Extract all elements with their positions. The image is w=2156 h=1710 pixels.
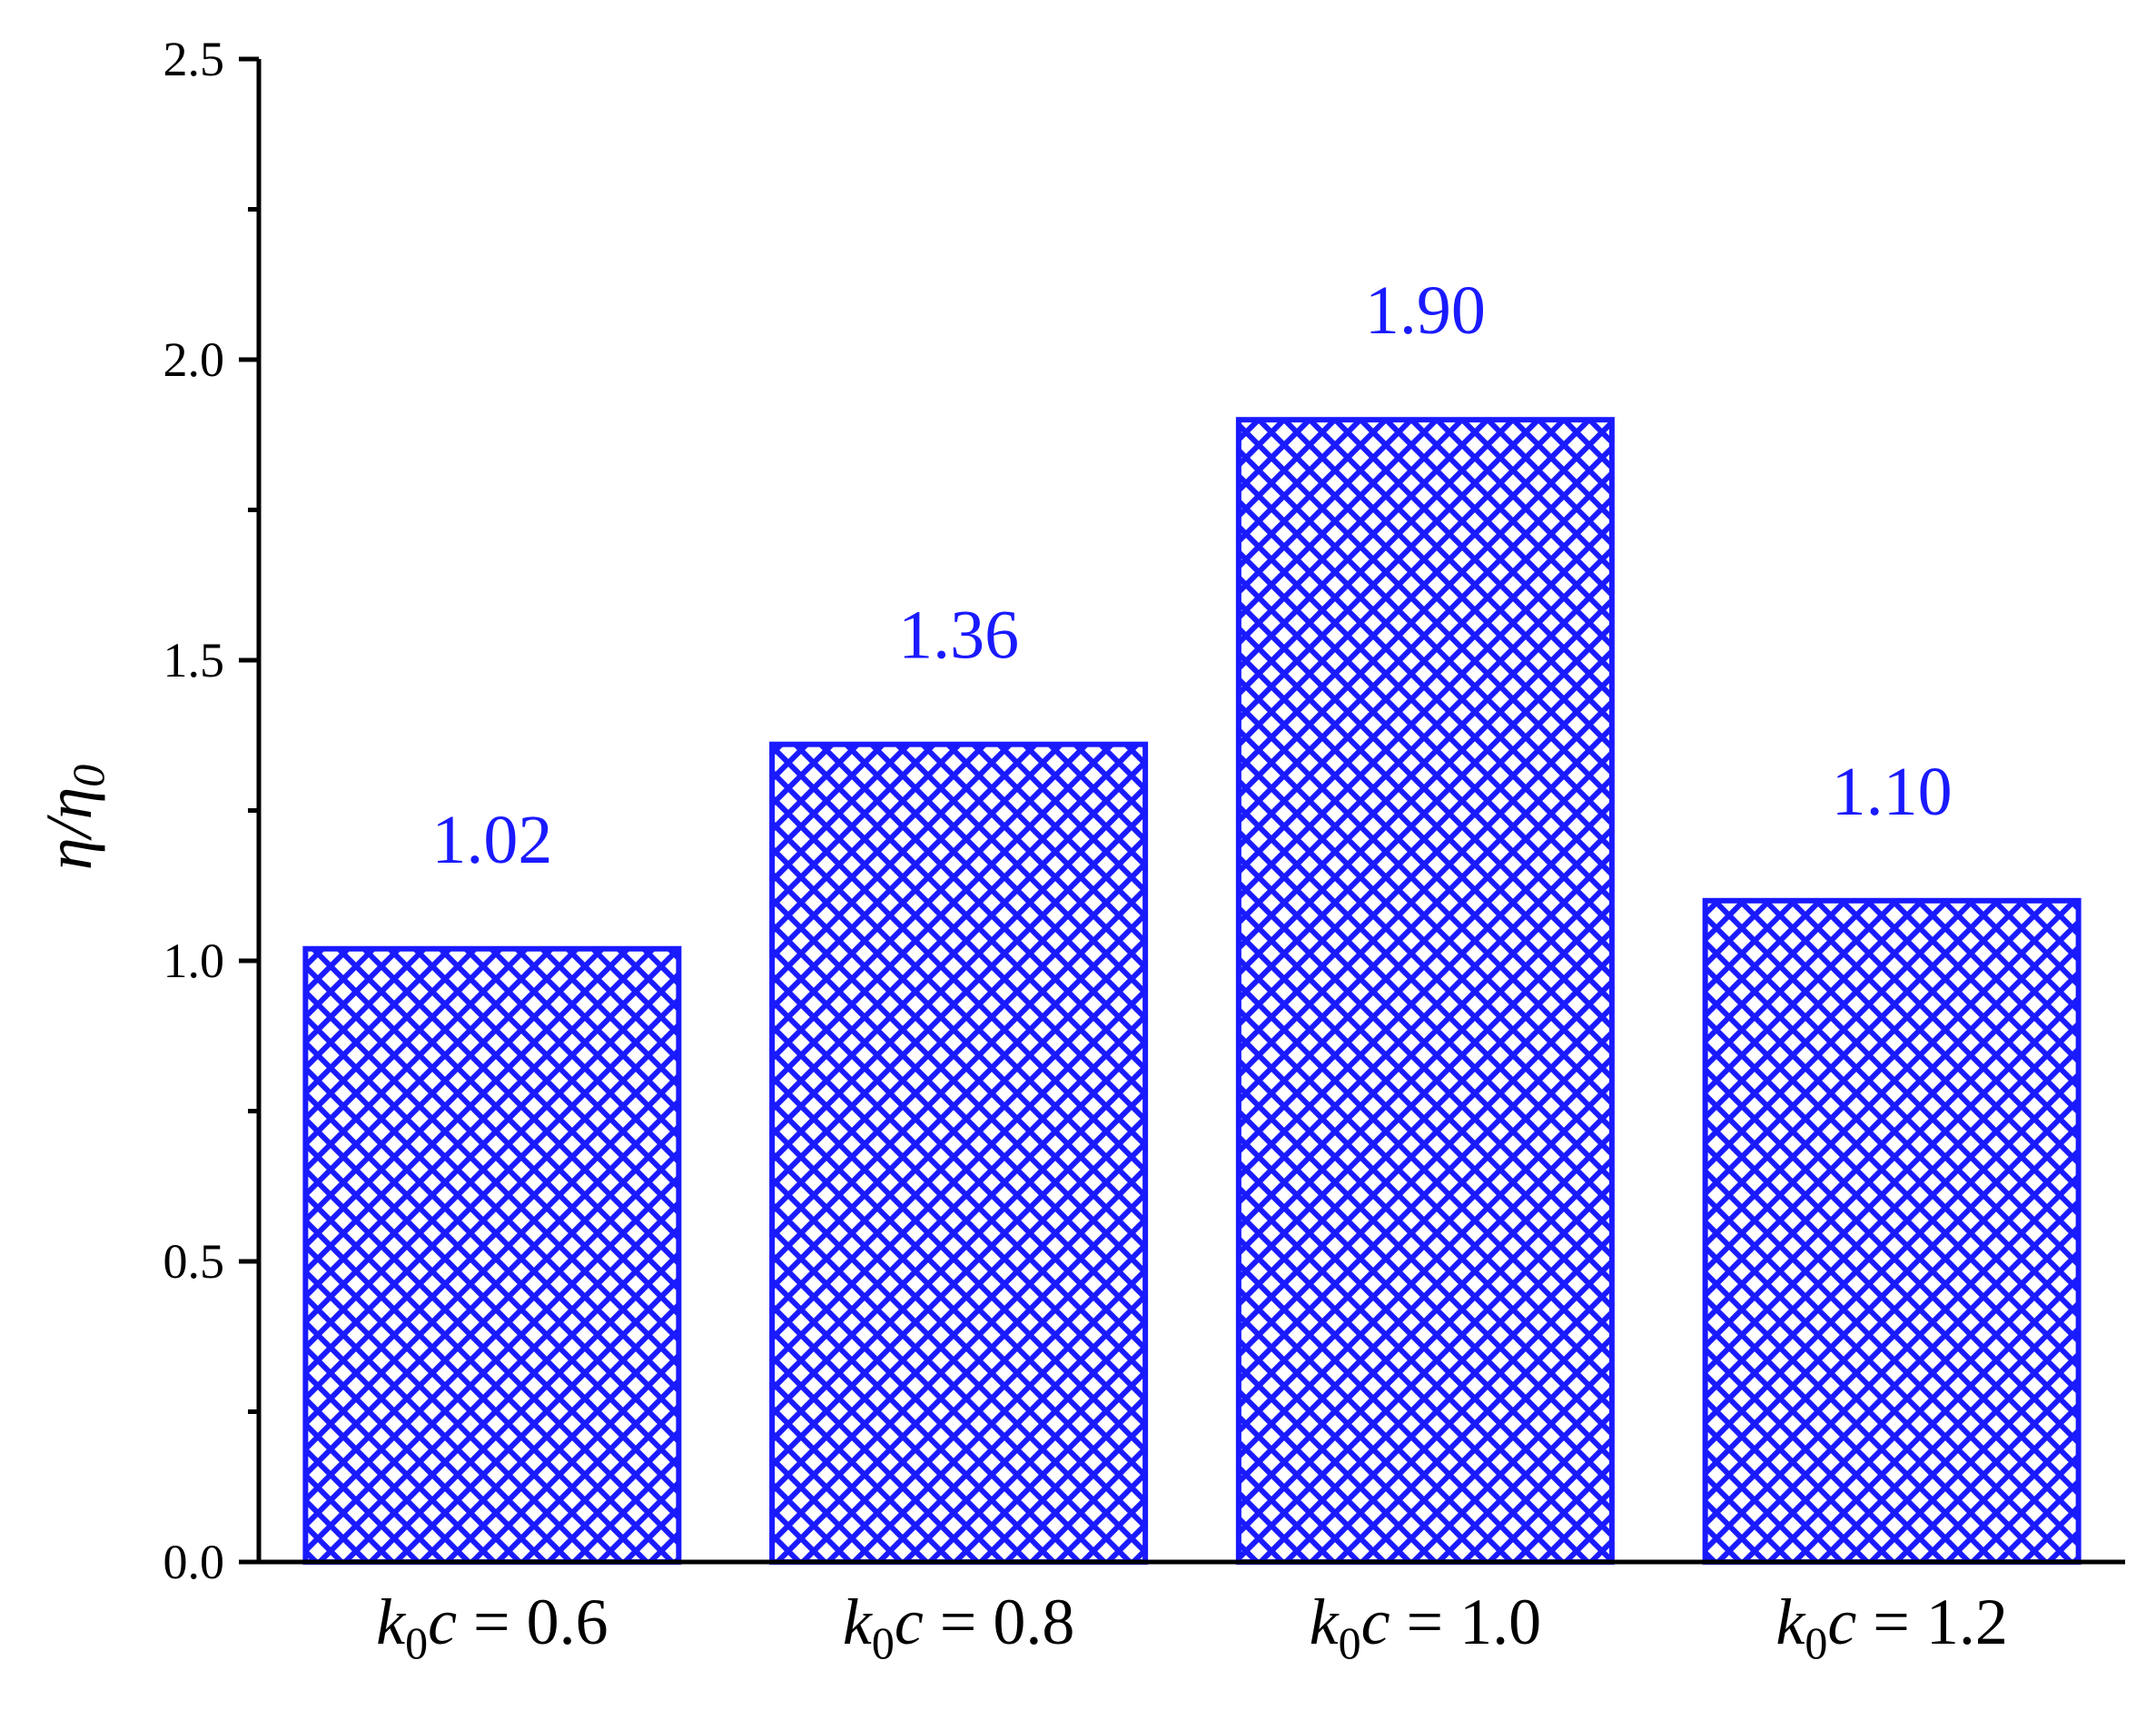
y-tick-label: 1.5 — [163, 633, 225, 687]
y-axis-title-sub: 0 — [63, 765, 114, 787]
x-category-label: k0c = 0.6 — [376, 1586, 608, 1668]
bar-value-label: 1.02 — [431, 802, 552, 878]
bars — [302, 417, 2082, 1566]
y-axis-title-main: η/η — [33, 787, 105, 870]
bar-value-label: 1.90 — [1365, 272, 1486, 349]
bar — [302, 945, 682, 1565]
y-axis: 0.0 0.5 1.0 1.5 2.0 2.5 — [163, 32, 262, 1589]
bar — [1235, 417, 1615, 1566]
bar — [769, 741, 1149, 1565]
bar-value-label: 1.10 — [1832, 754, 1953, 830]
x-category-label: k0c = 1.2 — [1775, 1586, 2008, 1668]
bar-value-label: 1.36 — [898, 598, 1019, 674]
y-tick-label: 0.5 — [163, 1234, 225, 1289]
data-labels: 1.02 1.36 1.90 1.10 — [431, 272, 1952, 878]
x-category-label: k0c = 0.8 — [843, 1586, 1075, 1668]
y-axis-title: η/η0 — [33, 765, 114, 870]
y-tick-label: 2.5 — [163, 32, 225, 86]
y-tick-label: 1.0 — [163, 934, 225, 988]
bar — [1702, 897, 2082, 1565]
y-tick-label: 2.0 — [163, 332, 225, 387]
x-category-label: k0c = 1.0 — [1310, 1586, 1542, 1668]
y-tick-label: 0.0 — [163, 1535, 225, 1589]
x-axis: k0c = 0.6 k0c = 0.8 k0c = 1.0 k0c = 1.2 — [259, 1559, 2125, 1668]
